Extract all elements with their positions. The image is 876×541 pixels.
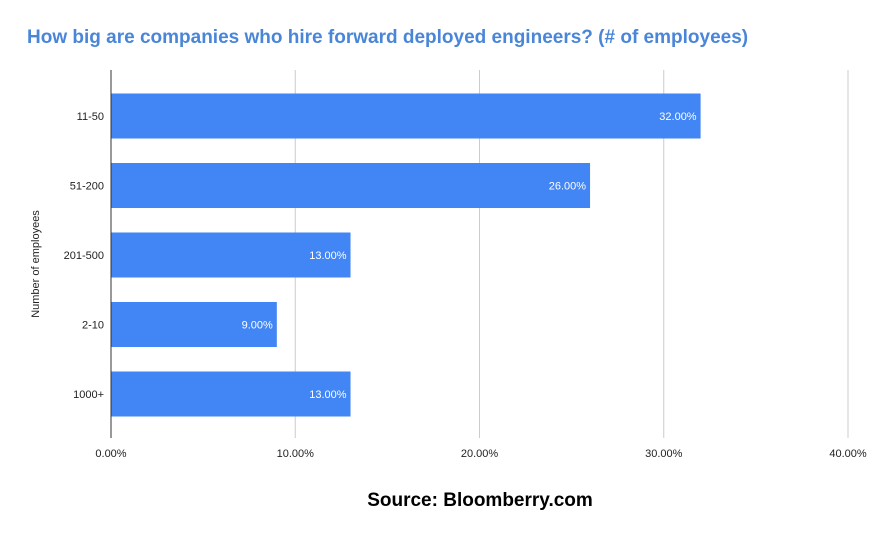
category-label: 11-50 <box>77 111 104 123</box>
category-label: 2-10 <box>82 320 104 332</box>
y-axis-title: Number of employees <box>30 210 42 318</box>
source-caption: Source: Bloomberry.com <box>367 490 593 511</box>
bar <box>111 163 591 208</box>
data-label: 13.00% <box>309 389 347 401</box>
x-tick-label: 20.00% <box>461 448 499 460</box>
category-label: 1000+ <box>73 389 104 401</box>
x-tick-label: 30.00% <box>645 448 683 460</box>
bar <box>111 232 351 278</box>
category-label: 51-200 <box>70 181 104 193</box>
bar <box>111 371 351 417</box>
chart-title: How big are companies who hire forward d… <box>27 27 749 48</box>
bar <box>111 93 701 139</box>
x-tick-label: 0.00% <box>95 448 126 460</box>
category-label: 201-500 <box>64 250 104 262</box>
data-label: 9.00% <box>242 320 273 332</box>
data-label: 26.00% <box>549 181 587 193</box>
x-tick-label: 10.00% <box>277 448 315 460</box>
bar <box>111 302 277 347</box>
data-label: 13.00% <box>309 250 347 262</box>
x-tick-label: 40.00% <box>829 448 867 460</box>
data-label: 32.00% <box>659 111 697 123</box>
